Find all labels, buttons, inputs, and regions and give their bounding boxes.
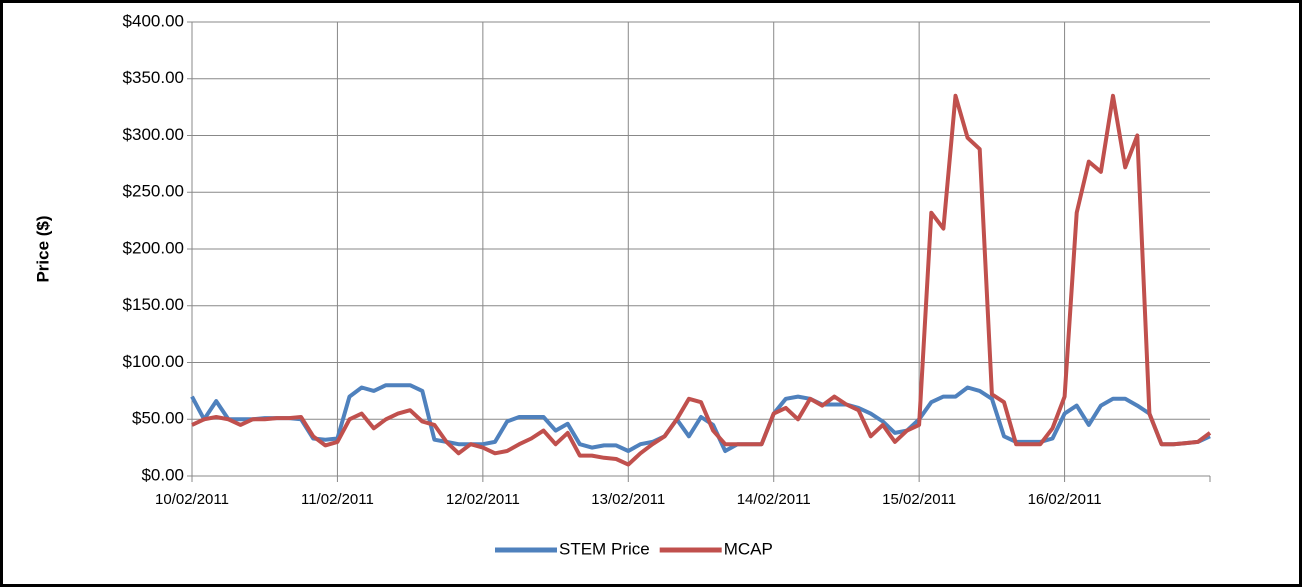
x-tick-label: 11/02/2011 — [301, 491, 374, 508]
y-tick-label: $300.00 — [123, 125, 184, 144]
x-tick-label: 15/02/2011 — [882, 491, 956, 508]
y-tick-label: $200.00 — [123, 238, 184, 257]
y-axis-title: Price ($) — [33, 215, 52, 282]
legend-label: MCAP — [724, 539, 773, 558]
y-tick-label: $350.00 — [123, 68, 184, 87]
legend-label: STEM Price — [559, 539, 650, 558]
x-tick-label: 14/02/2011 — [737, 491, 811, 508]
y-tick-label: $100.00 — [123, 352, 184, 371]
x-tick-label: 16/02/2011 — [1028, 491, 1102, 508]
y-tick-label: $400.00 — [123, 11, 184, 30]
y-tick-label: $0.00 — [141, 465, 184, 484]
x-tick-label: 13/02/2011 — [591, 491, 665, 508]
y-tick-label: $250.00 — [123, 182, 184, 201]
x-tick-label: 10/02/2011 — [155, 491, 229, 508]
x-tick-label: 12/02/2011 — [446, 491, 520, 508]
y-tick-label: $50.00 — [132, 409, 184, 428]
y-tick-label: $150.00 — [123, 295, 184, 314]
series-line — [191, 93, 1212, 467]
